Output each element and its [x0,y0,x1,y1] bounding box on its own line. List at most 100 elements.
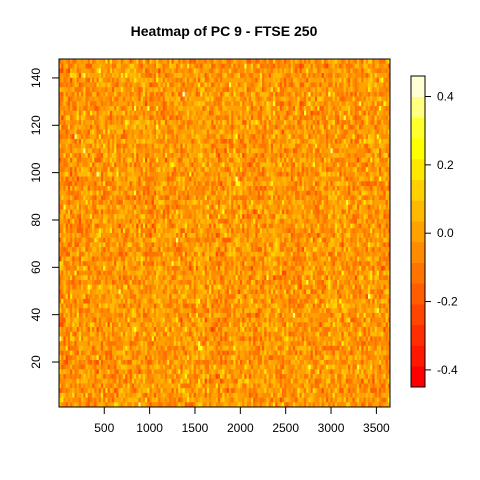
heatmap-cell [131,73,135,79]
heatmap-cell [378,120,382,126]
heatmap-cell [239,129,243,135]
heatmap-cell [332,101,336,107]
heatmap-cell [363,82,367,88]
heatmap-cell [228,176,232,182]
heatmap-cell [87,63,91,69]
heatmap-cell [242,195,245,201]
heatmap-cell [175,171,179,177]
heatmap-cell [100,190,104,196]
heatmap-cell [310,148,314,154]
heatmap-cell [354,138,358,144]
heatmap-cell [145,124,148,130]
heatmap-cell [255,134,258,140]
heatmap-cell [248,91,252,97]
heatmap-cell [193,157,197,163]
heatmap-cell [98,59,102,64]
heatmap-cell [253,157,256,163]
heatmap-cell [334,181,338,187]
heatmap-cell [202,120,205,126]
heatmap-cell [374,176,378,182]
heatmap-cell [204,162,208,168]
heatmap-cell [186,171,190,177]
heatmap-cell [288,185,291,191]
heatmap-cell [111,171,115,177]
heatmap-cell [215,120,219,126]
heatmap-cell [231,176,234,182]
heatmap-cell [136,73,139,79]
heatmap-cell [153,82,157,88]
heatmap-cell [317,190,320,196]
heatmap-cell [363,181,367,187]
heatmap-cell [328,91,331,97]
heatmap-cell [306,73,309,79]
heatmap-cell [270,148,274,154]
heatmap-cell [297,153,300,159]
heatmap-cell [178,96,181,102]
heatmap-cell [215,209,219,215]
heatmap-cell [100,59,104,64]
heatmap-cell [275,162,278,168]
heatmap-cell [273,153,276,159]
heatmap-cell [343,134,347,140]
heatmap-cell [259,181,263,187]
heatmap-cell [387,115,391,121]
heatmap-cell [175,124,179,130]
heatmap-cell [277,190,280,196]
heatmap-cell [365,106,369,112]
heatmap-cell [142,124,146,130]
heatmap-cell [370,63,373,69]
heatmap-cell [78,209,82,215]
heatmap-cell [109,143,113,149]
heatmap-cell [372,120,375,126]
heatmap-cell [111,190,115,196]
heatmap-cell [164,87,168,93]
heatmap-cell [209,73,212,79]
heatmap-cell [211,106,214,112]
heatmap-cell [206,68,210,74]
heatmap-cell [206,129,210,135]
heatmap-cell [81,153,84,159]
heatmap-cell [367,138,371,144]
heatmap-cell [281,59,285,64]
heatmap-cell [213,134,216,140]
heatmap-cell [314,195,318,201]
heatmap-cell [167,176,170,182]
heatmap-cell [202,63,205,69]
heatmap-cell [314,87,318,93]
heatmap-cell [63,110,66,116]
heatmap-cell [279,82,283,88]
heatmap-cell [295,110,298,116]
heatmap-cell [81,120,84,126]
heatmap-cell [286,101,289,107]
heatmap-cell [233,200,236,206]
heatmap-cell [385,77,389,83]
heatmap-cell [306,87,309,93]
heatmap-cell [290,181,294,187]
heatmap-cell [204,77,208,83]
heatmap-cell [264,63,267,69]
heatmap-cell [178,129,181,135]
heatmap-cell [273,143,276,149]
heatmap-cell [323,129,327,135]
heatmap-cell [202,115,205,121]
heatmap-cell [244,106,247,112]
heatmap-cell [125,106,128,112]
heatmap-cell [339,167,342,173]
heatmap-cell [160,96,164,102]
heatmap-cell [374,209,378,215]
heatmap-cell [378,190,382,196]
heatmap-cell [63,68,66,74]
heatmap-cell [98,82,102,88]
heatmap-cell [215,91,219,97]
heatmap-cell [222,129,225,135]
heatmap-cell [76,124,80,130]
heatmap-cell [211,129,214,135]
heatmap-cell [156,77,159,83]
heatmap-cell [116,157,119,163]
heatmap-cell [273,138,276,144]
heatmap-cell [171,124,175,130]
heatmap-cell [156,162,159,168]
heatmap-cell [167,82,170,88]
heatmap-cell [200,68,203,74]
heatmap-cell [367,59,371,64]
